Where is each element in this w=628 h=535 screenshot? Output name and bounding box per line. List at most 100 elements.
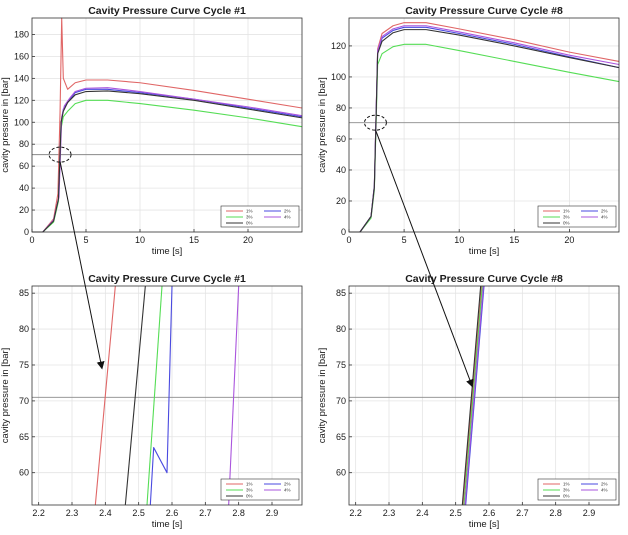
y-tick-label: 100 xyxy=(14,117,29,127)
y-tick-label: 80 xyxy=(19,139,29,149)
x-tick-label: 10 xyxy=(454,235,464,245)
y-tick-label: 60 xyxy=(336,468,346,478)
x-tick-label: 5 xyxy=(83,235,88,245)
plot-area xyxy=(32,18,302,232)
x-axis-label: time [s] xyxy=(152,519,183,530)
y-tick-label: 80 xyxy=(336,324,346,334)
series-line-3% xyxy=(349,43,620,233)
x-tick-label: 2.7 xyxy=(199,508,212,518)
legend-label-1%: 1% xyxy=(246,209,253,214)
legend-label-3%: 3% xyxy=(246,488,253,493)
legend-label-4%: 4% xyxy=(601,215,608,220)
series-line-0% xyxy=(32,90,303,233)
x-tick-label: 15 xyxy=(509,235,519,245)
y-tick-label: 180 xyxy=(14,29,29,39)
x-tick-label: 2.9 xyxy=(266,508,279,518)
x-axis-label: time [s] xyxy=(469,246,500,257)
legend-label-2%: 2% xyxy=(601,482,608,487)
zoom-overlay xyxy=(48,114,474,388)
legend-label-0%: 0% xyxy=(246,221,253,226)
x-tick-label: 5 xyxy=(402,235,407,245)
series-line-4% xyxy=(464,285,484,506)
legend: 1% 2% 3% 4% 0% xyxy=(537,478,617,501)
chart-4: 2.2 2.3 2.4 2.5 2.6 2.7 2.8 2.9 60 65 70 75 80 85 Cavi… xyxy=(317,273,620,530)
legend-label-0%: 0% xyxy=(563,494,570,499)
x-tick-label: 0 xyxy=(346,235,351,245)
legend-label-0%: 0% xyxy=(246,494,253,499)
y-axis-label: cavity pressure in [bar] xyxy=(317,77,328,173)
plot-area xyxy=(349,18,619,232)
x-tick-label: 15 xyxy=(189,235,199,245)
y-axis-label: cavity pressure in [bar] xyxy=(0,348,11,444)
x-tick-label: 20 xyxy=(564,235,574,245)
y-tick-label: 20 xyxy=(336,196,346,206)
y-tick-label: 120 xyxy=(331,41,346,51)
y-tick-label: 140 xyxy=(14,73,29,83)
legend-label-0%: 0% xyxy=(563,221,570,226)
series-line-2% xyxy=(149,285,173,506)
chart-2: 0 5 10 15 20 0 20 40 60 80 100 120 Cavity Pressure C… xyxy=(317,5,620,257)
series-line-1% xyxy=(94,285,116,506)
axes-frame xyxy=(348,285,620,506)
x-tick-label: 0 xyxy=(29,235,34,245)
series-line-0% xyxy=(349,29,620,233)
zoom-arrow xyxy=(59,161,105,370)
series-line-0% xyxy=(461,285,482,506)
x-tick-label: 2.5 xyxy=(449,508,462,518)
legend-label-1%: 1% xyxy=(563,482,570,487)
y-tick-label: 20 xyxy=(19,205,29,215)
y-axis-label: cavity pressure in [bar] xyxy=(317,348,328,444)
chart-title: Cavity Pressure Curve Cycle #1 xyxy=(88,5,246,17)
legend-label-3%: 3% xyxy=(246,215,253,220)
y-tick-label: 120 xyxy=(14,95,29,105)
y-tick-label: 80 xyxy=(336,103,346,113)
legend-label-2%: 2% xyxy=(284,209,291,214)
x-tick-label: 2.5 xyxy=(132,508,145,518)
legend: 1% 2% 3% 4% 0% xyxy=(220,205,300,228)
x-tick-label: 2.8 xyxy=(232,508,245,518)
y-tick-label: 75 xyxy=(336,360,346,370)
axes-frame xyxy=(31,285,303,506)
legend-label-2%: 2% xyxy=(601,209,608,214)
axes-frame xyxy=(348,17,620,233)
x-axis-label: time [s] xyxy=(469,519,500,530)
x-tick-label: 2.4 xyxy=(416,508,429,518)
x-tick-label: 2.6 xyxy=(483,508,496,518)
legend-label-4%: 4% xyxy=(284,488,291,493)
axes-frame xyxy=(31,17,303,233)
y-tick-label: 160 xyxy=(14,51,29,61)
series-line-1% xyxy=(462,285,483,506)
x-tick-label: 2.3 xyxy=(383,508,396,518)
legend-label-3%: 3% xyxy=(563,488,570,493)
series-line-3% xyxy=(463,285,483,506)
x-tick-label: 2.8 xyxy=(549,508,562,518)
chart-title: Cavity Pressure Curve Cycle #1 xyxy=(88,273,246,285)
legend-label-4%: 4% xyxy=(601,488,608,493)
legend-label-3%: 3% xyxy=(563,215,570,220)
y-tick-label: 70 xyxy=(336,396,346,406)
series-line-3% xyxy=(146,285,163,506)
y-tick-label: 60 xyxy=(336,134,346,144)
legend-label-2%: 2% xyxy=(284,482,291,487)
legend: 1% 2% 3% 4% 0% xyxy=(220,478,300,501)
y-tick-label: 70 xyxy=(19,396,29,406)
plot-area xyxy=(349,286,619,505)
x-tick-label: 20 xyxy=(243,235,253,245)
y-tick-label: 40 xyxy=(19,183,29,193)
x-axis-label: time [s] xyxy=(152,246,183,257)
series-line-1% xyxy=(32,17,303,233)
x-tick-label: 2.6 xyxy=(166,508,179,518)
series-line-2% xyxy=(465,285,485,506)
x-tick-label: 2.2 xyxy=(32,508,45,518)
y-tick-label: 40 xyxy=(336,165,346,175)
y-tick-label: 60 xyxy=(19,468,29,478)
series-line-4% xyxy=(228,285,240,506)
chart-title: Cavity Pressure Curve Cycle #8 xyxy=(405,5,563,17)
y-tick-label: 80 xyxy=(19,324,29,334)
y-tick-label: 85 xyxy=(336,288,346,298)
x-tick-label: 2.3 xyxy=(66,508,79,518)
x-tick-label: 2.2 xyxy=(349,508,362,518)
y-tick-label: 75 xyxy=(19,360,29,370)
y-tick-label: 0 xyxy=(341,227,346,237)
